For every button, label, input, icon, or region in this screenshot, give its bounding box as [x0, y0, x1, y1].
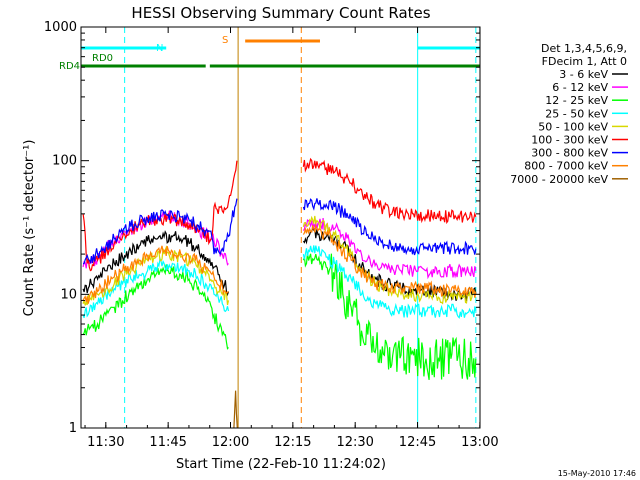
legend-label-4: 50 - 100 keV — [538, 120, 608, 133]
y-tick-label-3: 1000 — [44, 20, 77, 35]
legend-label-6: 300 - 800 keV — [531, 147, 608, 160]
x-tick-label-6: 13:00 — [461, 435, 498, 450]
y-tick-label-1: 10 — [60, 287, 77, 302]
flag-label-s: S — [222, 35, 228, 46]
y-tick-label-2: 100 — [52, 154, 77, 169]
series-line-6 — [83, 198, 477, 265]
y-axis-label: Count Rate (s⁻¹ detector⁻¹) — [22, 140, 37, 317]
legend-label-0: 3 - 6 keV — [559, 68, 608, 81]
legend-label-5: 100 - 300 keV — [531, 134, 608, 147]
plot-frame — [80, 26, 481, 429]
legend-label-1: 6 - 12 keV — [552, 81, 608, 94]
legend: Det 1,3,4,5,6,9, FDecim 1, Att 0 3 - 6 k… — [510, 42, 628, 186]
x-axis-label: Start Time (22-Feb-10 11:24:02) — [176, 457, 386, 472]
x-tick-label-3: 12:15 — [274, 435, 311, 450]
x-tick-label-1: 11:45 — [149, 435, 186, 450]
legend-header-line-2: FDecim 1, Att 0 — [542, 55, 627, 68]
series-line-8 — [233, 390, 238, 428]
x-tick-label-5: 12:45 — [399, 435, 436, 450]
x-tick-label-4: 12:30 — [336, 435, 373, 450]
flag-label-rd4: RD4 — [59, 61, 80, 72]
flag-label-n: N — [156, 43, 163, 54]
legend-label-8: 7000 - 20000 keV — [510, 173, 608, 186]
legend-label-2: 12 - 25 keV — [545, 94, 608, 107]
x-tick-label-2: 12:00 — [212, 435, 249, 450]
flag-label-rd0: RD0 — [92, 53, 113, 64]
series-line-7 — [82, 224, 477, 304]
legend-header-line-1: Det 1,3,4,5,6,9, — [541, 42, 627, 55]
series-line-5 — [82, 157, 477, 272]
series-line-3 — [82, 245, 477, 319]
legend-label-3: 25 - 50 keV — [545, 107, 608, 120]
chart-title: HESSI Observing Summary Count Rates — [131, 4, 430, 22]
y-tick-label-0: 1 — [69, 421, 77, 436]
series-line-2 — [82, 252, 477, 380]
x-tick-label-0: 11:30 — [87, 435, 124, 450]
legend-label-7: 800 - 7000 keV — [524, 160, 608, 173]
date-stamp: 15-May-2010 17:46 — [558, 469, 636, 478]
series-line-0 — [82, 227, 477, 302]
